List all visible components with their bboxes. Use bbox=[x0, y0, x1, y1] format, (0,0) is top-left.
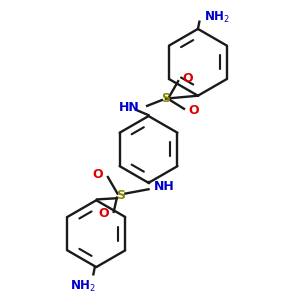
Text: O: O bbox=[93, 168, 103, 181]
Text: O: O bbox=[182, 72, 193, 85]
Text: NH$_2$: NH$_2$ bbox=[204, 10, 230, 26]
Text: S: S bbox=[161, 92, 170, 105]
Text: HN: HN bbox=[119, 101, 140, 114]
Text: S: S bbox=[116, 189, 125, 203]
Text: NH: NH bbox=[154, 180, 175, 193]
Text: O: O bbox=[188, 104, 199, 117]
Text: O: O bbox=[98, 207, 109, 220]
Text: NH$_2$: NH$_2$ bbox=[70, 279, 96, 294]
